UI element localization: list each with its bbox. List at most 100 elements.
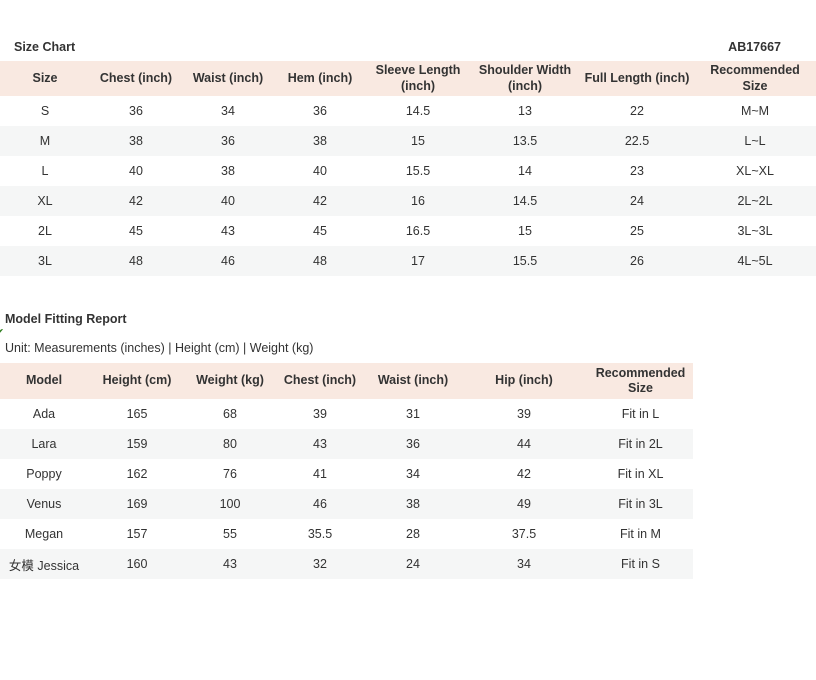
cell: Fit in S xyxy=(621,557,660,572)
table-row: Venus 169 100 46 38 49 Fit in 3L xyxy=(0,489,693,520)
column-header-size: Size xyxy=(0,61,90,97)
cell: 34 xyxy=(517,557,531,572)
cell: 45 xyxy=(129,224,143,239)
cell: 45 xyxy=(313,224,327,239)
cell: 42 xyxy=(129,194,143,209)
cell: 22.5 xyxy=(624,134,650,149)
row-label: Poppy xyxy=(26,467,62,482)
column-header-recommended-size: Recommended Size xyxy=(588,363,693,400)
cell: 46 xyxy=(221,254,235,269)
column-header-chest: Chest (inch) xyxy=(274,363,366,400)
table-row: 女模 Jessica 160 43 32 24 34 Fit in S xyxy=(0,549,693,580)
fitting-report-header-row: Model Height (cm) Weight (kg) Chest (inc… xyxy=(0,363,693,400)
unit-note: Unit: Measurements (inches) | Height (cm… xyxy=(5,341,314,356)
header-bar: Size Chart AB17667 xyxy=(0,0,816,61)
column-header-sleeve-length: Sleeve Length (inch) xyxy=(366,61,470,97)
row-label: L xyxy=(41,164,49,179)
cell: 162 xyxy=(126,467,148,482)
cell: 43 xyxy=(223,557,237,572)
cell: 26 xyxy=(630,254,644,269)
table-row: Lara 159 80 43 36 44 Fit in 2L xyxy=(0,429,693,460)
cell: 3L~3L xyxy=(737,224,773,239)
cell: Fit in 2L xyxy=(618,437,663,452)
cell: 36 xyxy=(406,437,420,452)
column-header-hem: Hem (inch) xyxy=(274,61,366,97)
cell: 15.5 xyxy=(512,254,538,269)
cell: 16.5 xyxy=(405,224,431,239)
row-label: 女模 Jessica xyxy=(8,558,80,573)
cell: Fit in M xyxy=(620,527,661,542)
row-label: M xyxy=(39,134,51,149)
cell: 43 xyxy=(221,224,235,239)
cell: Fit in 3L xyxy=(618,497,663,512)
product-code: AB17667 xyxy=(728,40,781,54)
size-chart-title: Size Chart xyxy=(14,40,76,54)
cell: 38 xyxy=(313,134,327,149)
row-label: Ada xyxy=(32,407,56,422)
fitting-report-title: Model Fitting Report xyxy=(5,312,127,327)
cell: 40 xyxy=(313,164,327,179)
cell: 36 xyxy=(129,104,143,119)
cell: 157 xyxy=(126,527,148,542)
cell: 14.5 xyxy=(512,194,538,209)
table-row: Ada 165 68 39 31 39 Fit in L xyxy=(0,399,693,429)
cell: 36 xyxy=(313,104,327,119)
column-header-weight: Weight (kg) xyxy=(186,363,274,400)
cell: 14 xyxy=(518,164,532,179)
cell: 169 xyxy=(126,497,148,512)
column-header-chest: Chest (inch) xyxy=(90,61,182,97)
cell: 165 xyxy=(126,407,148,422)
column-header-waist: Waist (inch) xyxy=(182,61,274,97)
row-label: 2L xyxy=(38,224,52,239)
cell: 16 xyxy=(411,194,425,209)
cell: 17 xyxy=(411,254,425,269)
table-row: 2L 45 43 45 16.5 15 25 3L~3L xyxy=(0,216,816,246)
row-label: XL xyxy=(37,194,53,209)
cell: 15 xyxy=(518,224,532,239)
cell: 38 xyxy=(406,497,420,512)
column-header-recommended-size: Recommended Size xyxy=(694,61,816,97)
cell: 39 xyxy=(313,407,327,422)
cell: 36 xyxy=(221,134,235,149)
cell: 34 xyxy=(406,467,420,482)
cell: 38 xyxy=(221,164,235,179)
table-row: S 36 34 36 14.5 13 22 M~M xyxy=(0,96,816,126)
cell: 13 xyxy=(518,104,532,119)
cell: 24 xyxy=(406,557,420,572)
column-header-full-length: Full Length (inch) xyxy=(580,61,694,97)
size-chart-table: Size Chest (inch) Waist (inch) Hem (inch… xyxy=(0,61,816,277)
cell: 42 xyxy=(313,194,327,209)
column-header-waist: Waist (inch) xyxy=(366,363,460,400)
row-label: S xyxy=(40,104,50,119)
cell: 160 xyxy=(126,557,148,572)
cell: 14.5 xyxy=(405,104,431,119)
cell: 43 xyxy=(313,437,327,452)
cell: 159 xyxy=(126,437,148,452)
row-label: Venus xyxy=(26,497,62,512)
row-label: Lara xyxy=(31,437,57,452)
cell: 22 xyxy=(630,104,644,119)
cell: 44 xyxy=(517,437,531,452)
table-row: Poppy 162 76 41 34 42 Fit in XL xyxy=(0,459,693,489)
cell: M~M xyxy=(740,104,770,119)
cell: 38 xyxy=(129,134,143,149)
cell: 48 xyxy=(129,254,143,269)
cell: 28 xyxy=(406,527,420,542)
cell: 24 xyxy=(630,194,644,209)
cell: 32 xyxy=(313,557,327,572)
cell: 80 xyxy=(223,437,237,452)
cell: Fit in XL xyxy=(617,467,664,482)
cell: 23 xyxy=(630,164,644,179)
table-row: L 40 38 40 15.5 14 23 XL~XL xyxy=(0,156,816,186)
cell: 48 xyxy=(313,254,327,269)
table-row: XL 42 40 42 16 14.5 24 2L~2L xyxy=(0,186,816,217)
cell: 25 xyxy=(630,224,644,239)
table-row: Megan 157 55 35.5 28 37.5 Fit in M xyxy=(0,519,693,549)
column-header-height: Height (cm) xyxy=(88,363,186,400)
cell: 15.5 xyxy=(405,164,431,179)
cell: 37.5 xyxy=(511,527,537,542)
row-label: Megan xyxy=(24,527,64,542)
cell: XL~XL xyxy=(736,164,774,179)
cell: 42 xyxy=(517,467,531,482)
cell: L~L xyxy=(744,134,766,149)
